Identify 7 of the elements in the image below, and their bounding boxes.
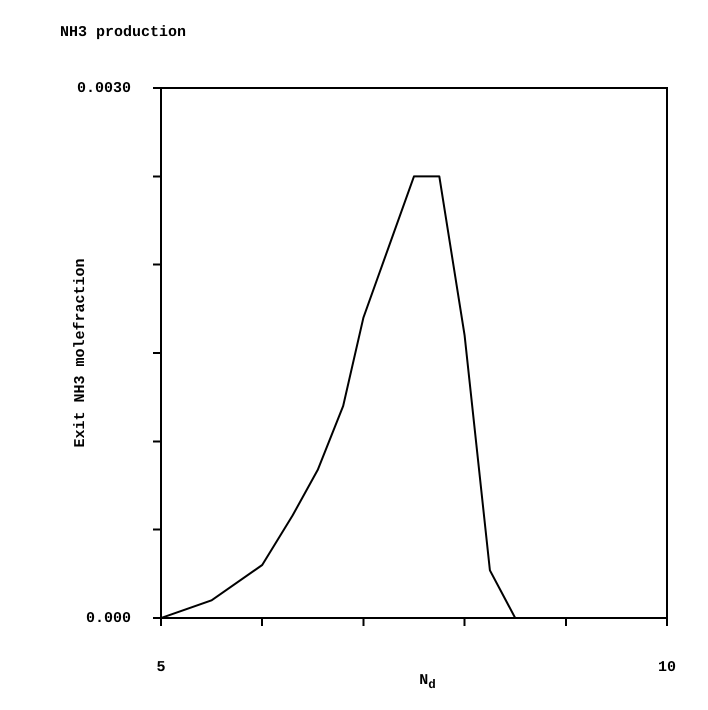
y-tick-label: 0.000 xyxy=(86,610,131,627)
x-axis-title: N$_{d}$ xyxy=(419,672,436,692)
y-tick-label: 0.0030 xyxy=(76,80,131,97)
y-axis-title: Exit NH3 molefraction xyxy=(72,258,89,448)
x-tick-label: 10 xyxy=(658,658,676,676)
chart-title: NH3 production xyxy=(60,24,186,41)
x-tick-label: 5 xyxy=(156,658,166,676)
